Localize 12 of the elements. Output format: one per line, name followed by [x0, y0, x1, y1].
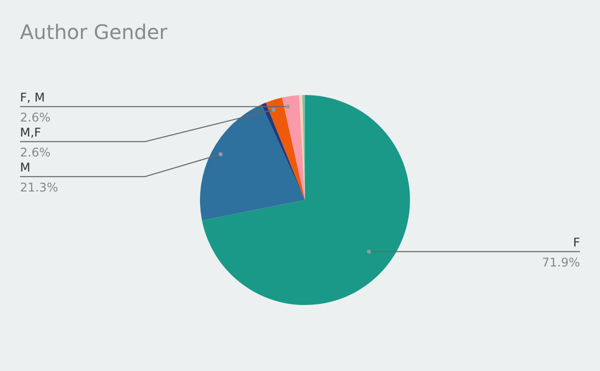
- data-label: 2.6%: [20, 146, 50, 160]
- slice-label: M: [20, 160, 30, 175]
- data-label: 2.6%: [20, 110, 50, 125]
- slice-label: F: [573, 236, 580, 250]
- pie-slice: [282, 95, 305, 200]
- pie-slice: [202, 95, 410, 305]
- pie-slice: [200, 104, 305, 220]
- data-label: 71.9%: [542, 256, 580, 270]
- slice-label: F, M: [20, 90, 45, 105]
- slice-label: M,F: [20, 126, 42, 140]
- chart-title: Author Gender: [20, 20, 168, 44]
- data-label: 21.3%: [20, 180, 58, 195]
